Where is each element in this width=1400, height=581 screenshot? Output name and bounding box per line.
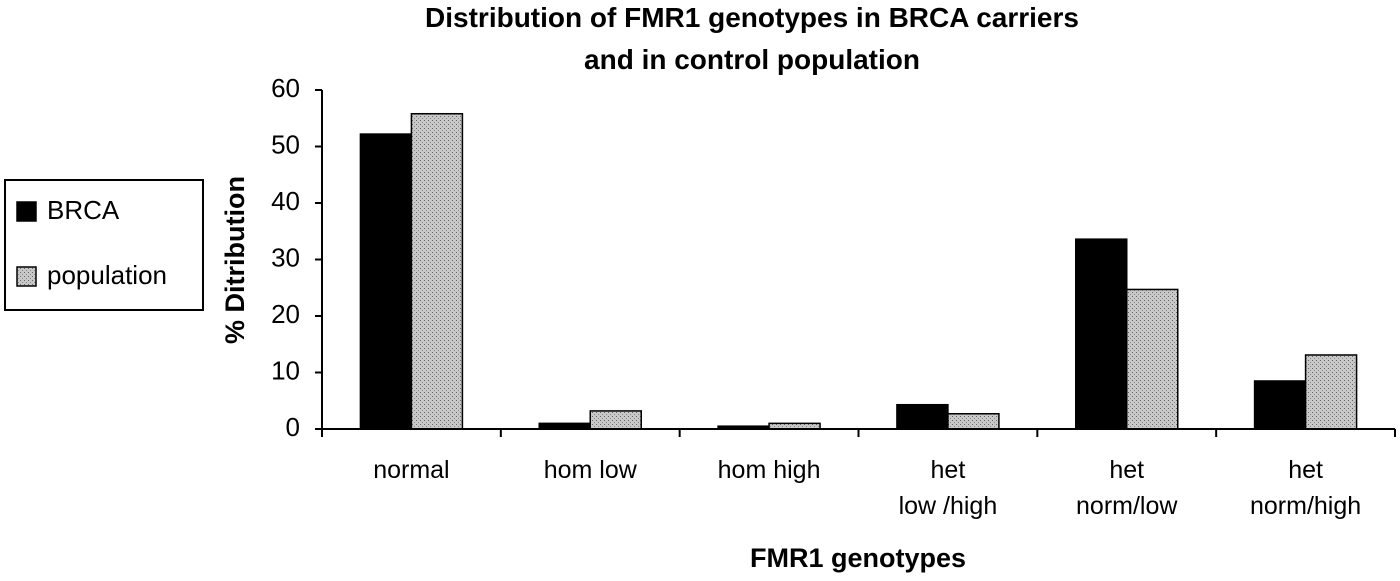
bar xyxy=(1304,354,1358,430)
x-tick-label: het norm/high xyxy=(1249,456,1362,520)
bar xyxy=(589,410,642,430)
x-tick-label: hom low xyxy=(543,456,637,484)
x-axis-title: FMR1 genotypes xyxy=(750,543,966,573)
y-tick-label: 30 xyxy=(271,242,300,272)
y-tick-label: 50 xyxy=(271,129,300,159)
y-tick-label: 40 xyxy=(271,186,300,216)
bar xyxy=(1126,288,1179,430)
legend-swatch xyxy=(16,201,37,222)
y-axis-title: % Ditribution xyxy=(220,176,250,344)
x-tick-label: normal xyxy=(373,456,450,484)
y-tick-label: 60 xyxy=(271,73,300,103)
x-tick-label: het low /high xyxy=(898,456,998,520)
bar xyxy=(410,112,464,430)
x-tick-label: het norm/low xyxy=(1076,456,1178,520)
bar xyxy=(1075,238,1128,430)
legend-label: BRCA xyxy=(47,195,120,225)
y-tick-label: 0 xyxy=(286,412,300,442)
bar xyxy=(1253,380,1307,430)
legend-label: population xyxy=(47,260,167,290)
bar xyxy=(896,403,949,430)
legend-box xyxy=(4,179,204,311)
y-tick-label: 20 xyxy=(271,299,300,329)
chart-title: Distribution of FMR1 genotypes in BRCA c… xyxy=(425,2,1079,75)
y-tick-label: 10 xyxy=(271,355,300,385)
legend-swatch xyxy=(16,266,37,287)
bar xyxy=(359,133,413,430)
x-tick-label: hom high xyxy=(717,456,821,484)
bar xyxy=(947,412,1000,430)
